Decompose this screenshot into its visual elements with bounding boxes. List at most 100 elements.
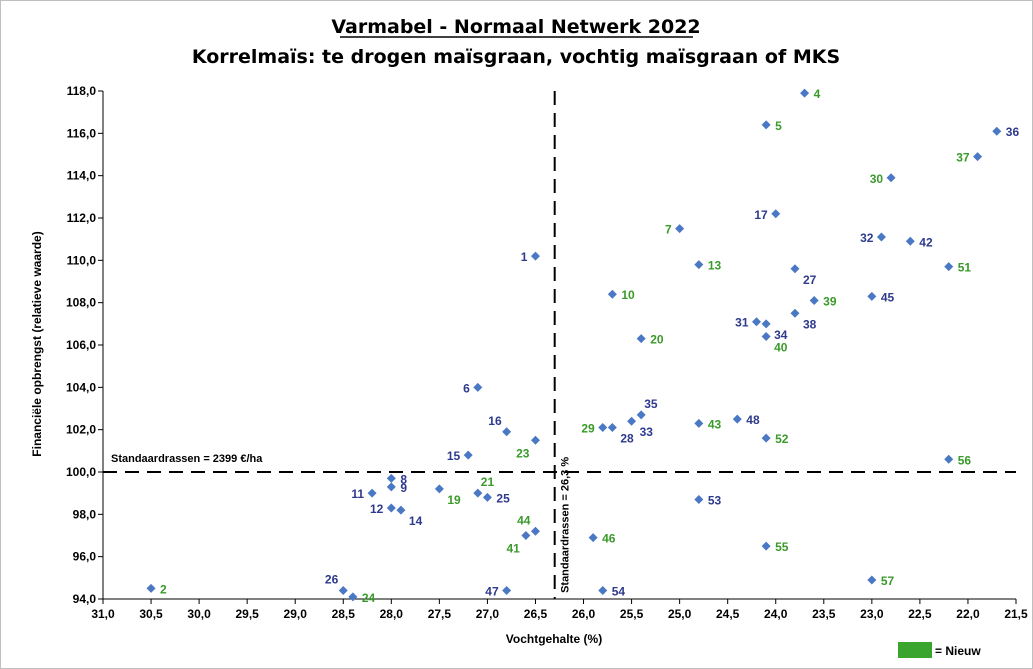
data-point-label: 36 bbox=[1006, 125, 1020, 139]
data-point-label: 13 bbox=[708, 259, 722, 273]
data-point-marker bbox=[771, 209, 781, 219]
y-tick-label: 100,0 bbox=[66, 465, 96, 479]
data-point-label: 29 bbox=[581, 422, 595, 436]
data-point-marker bbox=[607, 289, 617, 299]
data-point-label: 5 bbox=[775, 119, 782, 133]
y-tick-label: 108,0 bbox=[66, 296, 96, 310]
data-point-label: 6 bbox=[463, 381, 470, 395]
x-tick-label: 24,5 bbox=[716, 607, 740, 621]
x-tick-label: 22,0 bbox=[956, 607, 980, 621]
data-point-label: 14 bbox=[409, 514, 423, 528]
data-point-label: 17 bbox=[754, 208, 768, 222]
data-point-label: 40 bbox=[774, 341, 788, 355]
data-point-marker bbox=[867, 291, 877, 301]
data-point-marker bbox=[598, 423, 608, 433]
data-point-label: 30 bbox=[870, 172, 884, 186]
data-point-label: 26 bbox=[325, 573, 339, 587]
y-tick-label: 106,0 bbox=[66, 338, 96, 352]
x-tick-label: 22,5 bbox=[908, 607, 932, 621]
x-tick-label: 25,0 bbox=[668, 607, 692, 621]
data-point-label: 32 bbox=[860, 231, 874, 245]
data-point-marker bbox=[761, 433, 771, 443]
data-point-label: 34 bbox=[774, 328, 788, 342]
x-tick-label: 23,0 bbox=[860, 607, 884, 621]
data-point-marker bbox=[800, 88, 810, 98]
y-tick-label: 104,0 bbox=[66, 380, 96, 394]
x-tick-label: 29,5 bbox=[235, 607, 259, 621]
x-tick-label: 24,0 bbox=[764, 607, 788, 621]
data-point-marker bbox=[809, 296, 819, 306]
data-points: 1245678910111213141516171920212324252627… bbox=[146, 87, 1020, 605]
x-tick-label: 27,0 bbox=[476, 607, 500, 621]
data-point-marker bbox=[473, 488, 483, 498]
y-tick-label: 112,0 bbox=[67, 211, 97, 225]
data-point-marker bbox=[790, 308, 800, 318]
x-tick-label: 26,0 bbox=[572, 607, 596, 621]
y-tick-label: 102,0 bbox=[66, 423, 96, 437]
legend-new-swatch bbox=[898, 642, 932, 658]
data-point-marker bbox=[521, 531, 531, 540]
x-tick-label: 26,5 bbox=[524, 607, 548, 621]
data-point-marker bbox=[636, 334, 646, 344]
data-point-marker bbox=[992, 126, 1002, 136]
data-point-label: 43 bbox=[708, 417, 722, 431]
data-point-label: 39 bbox=[823, 295, 837, 309]
data-point-marker bbox=[463, 450, 473, 460]
x-tick-label: 23,5 bbox=[812, 607, 836, 621]
data-point-marker bbox=[905, 236, 915, 246]
x-tick-label: 30,5 bbox=[139, 607, 163, 621]
data-point-label: 1 bbox=[521, 250, 528, 264]
data-point-marker bbox=[588, 533, 598, 543]
data-point-marker bbox=[348, 592, 358, 602]
data-point-label: 28 bbox=[620, 432, 634, 446]
data-point-marker bbox=[434, 484, 444, 494]
data-point-marker bbox=[694, 418, 704, 428]
data-point-marker bbox=[367, 488, 377, 498]
data-point-label: 19 bbox=[447, 493, 461, 507]
data-point-marker bbox=[761, 541, 771, 551]
data-point-marker bbox=[386, 503, 396, 513]
x-tick-label: 21,5 bbox=[1004, 607, 1028, 621]
data-point-label: 41 bbox=[507, 542, 521, 556]
y-axis-title: Financiële opbrengst (relatieve waarde) bbox=[30, 231, 44, 456]
data-point-label: 31 bbox=[735, 316, 749, 330]
data-point-marker bbox=[530, 526, 540, 536]
data-point-marker bbox=[761, 332, 771, 342]
y-tick-label: 118,0 bbox=[67, 84, 97, 98]
data-point-label: 7 bbox=[665, 223, 672, 237]
data-point-label: 12 bbox=[370, 502, 384, 516]
x-axis-title: Vochtgehalte (%) bbox=[506, 632, 602, 646]
x-tick-label: 28,0 bbox=[380, 607, 404, 621]
data-point-marker bbox=[502, 586, 512, 596]
data-point-marker bbox=[598, 586, 608, 596]
data-point-marker bbox=[886, 173, 896, 183]
data-point-marker bbox=[944, 262, 954, 272]
data-point-marker bbox=[944, 454, 954, 464]
data-point-marker bbox=[761, 319, 771, 329]
data-point-label: 25 bbox=[496, 491, 510, 505]
data-point-label: 11 bbox=[351, 487, 364, 501]
data-point-marker bbox=[636, 410, 646, 420]
x-tick-label: 25,5 bbox=[620, 607, 644, 621]
y-tick-label: 98,0 bbox=[73, 507, 97, 521]
x-tick-label: 31,0 bbox=[91, 607, 115, 621]
data-point-label: 16 bbox=[488, 414, 502, 428]
data-point-marker bbox=[338, 586, 348, 596]
data-point-label: 45 bbox=[881, 290, 895, 304]
data-point-marker bbox=[607, 423, 617, 433]
data-point-label: 57 bbox=[881, 574, 895, 588]
data-point-marker bbox=[386, 482, 396, 492]
legend: = Nieuw bbox=[898, 642, 981, 658]
chart-title: Varmabel - Normaal Netwerk 2022 bbox=[331, 16, 700, 38]
x-tick-label: 30,0 bbox=[187, 607, 211, 621]
data-point-marker bbox=[973, 152, 983, 162]
x-tick-label: 27,5 bbox=[428, 607, 452, 621]
data-point-label: 21 bbox=[481, 475, 495, 489]
data-point-marker bbox=[732, 414, 742, 424]
data-point-label: 38 bbox=[803, 317, 817, 331]
reference-label-horizontal: Standaardrassen = 2399 €/ha bbox=[111, 453, 263, 465]
data-point-marker bbox=[675, 224, 685, 234]
data-point-marker bbox=[876, 232, 886, 242]
data-point-marker bbox=[502, 427, 512, 437]
data-point-marker bbox=[146, 583, 156, 593]
